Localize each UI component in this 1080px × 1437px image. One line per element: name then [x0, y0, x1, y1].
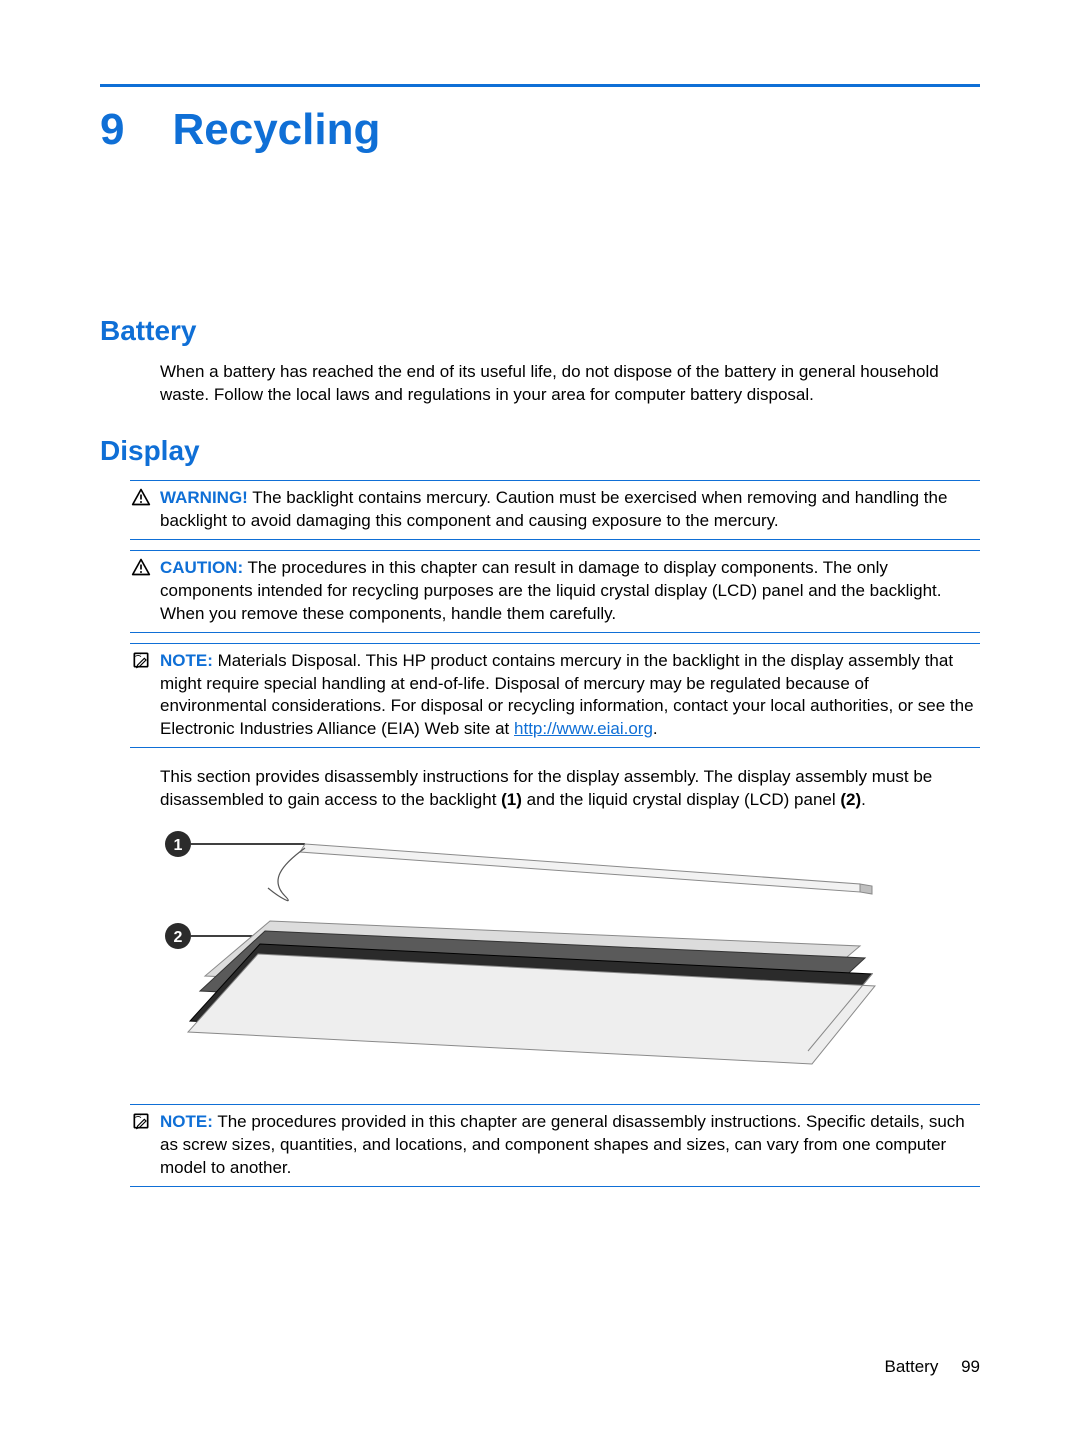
footer-page-number: 99: [961, 1357, 980, 1376]
page-footer: Battery 99: [884, 1357, 980, 1377]
chapter-rule: [100, 84, 980, 87]
note2-callout: NOTE: The procedures provided in this ch…: [130, 1104, 980, 1187]
note-icon: [130, 650, 152, 672]
note2-text: The procedures provided in this chapter …: [160, 1112, 965, 1177]
warning-callout: WARNING! The backlight contains mercury.…: [130, 480, 980, 540]
display-body2: This section provides disassembly instru…: [160, 766, 980, 812]
note1-callout: NOTE: Materials Disposal. This HP produc…: [130, 643, 980, 749]
caution-text: The procedures in this chapter can resul…: [160, 558, 942, 623]
diagram-callout-1: 1: [174, 837, 183, 854]
footer-section-label: Battery: [884, 1357, 938, 1376]
note1-text-post: .: [653, 719, 658, 738]
caution-icon: [130, 557, 152, 579]
warning-label: WARNING!: [160, 488, 248, 507]
caution-label: CAUTION:: [160, 558, 243, 577]
chapter-header: 9 Recycling: [100, 105, 980, 155]
eia-link[interactable]: http://www.eiai.org: [514, 719, 653, 738]
caution-callout: CAUTION: The procedures in this chapter …: [130, 550, 980, 633]
warning-text: The backlight contains mercury. Caution …: [160, 488, 947, 530]
chapter-title: Recycling: [172, 105, 380, 155]
note1-label: NOTE:: [160, 651, 213, 670]
chapter-number: 9: [100, 105, 124, 155]
diagram-callout-2: 2: [174, 929, 183, 946]
section-heading-display: Display: [100, 435, 980, 467]
display-exploded-diagram: 1 2: [160, 826, 980, 1091]
battery-body: When a battery has reached the end of it…: [160, 361, 980, 407]
note-icon: [130, 1111, 152, 1133]
section-heading-battery: Battery: [100, 315, 980, 347]
warning-icon: [130, 487, 152, 509]
note2-label: NOTE:: [160, 1112, 213, 1131]
